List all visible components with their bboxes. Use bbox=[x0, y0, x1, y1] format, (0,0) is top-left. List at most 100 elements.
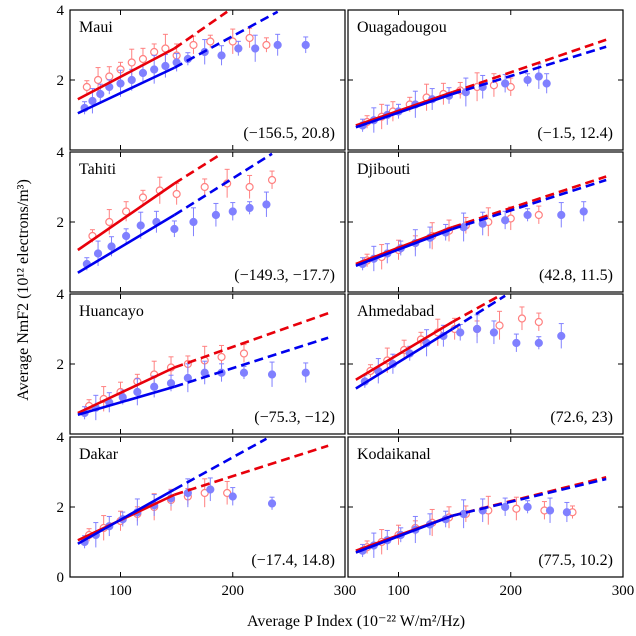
blue-fit-dashed bbox=[173, 152, 273, 217]
blue-fit-solid bbox=[355, 514, 453, 554]
blue-point bbox=[262, 200, 271, 209]
red-fit-dashed bbox=[173, 312, 329, 369]
y-tick-label: 4 bbox=[57, 145, 65, 161]
red-fit-dashed bbox=[451, 294, 501, 324]
red-point bbox=[105, 217, 114, 227]
blue-point bbox=[93, 249, 103, 258]
blue-point bbox=[501, 502, 510, 512]
panel-coordinates: (−17.4, 14.8) bbox=[251, 552, 335, 569]
red-fit-solid bbox=[355, 91, 453, 127]
panel-coordinates: (72.6, 23) bbox=[550, 409, 613, 426]
blue-point bbox=[161, 61, 170, 71]
plot-area bbox=[355, 175, 607, 272]
blue-point bbox=[217, 51, 226, 60]
plot-area bbox=[77, 152, 277, 274]
red-fit-solid bbox=[77, 47, 175, 101]
x-tick-label: 100 bbox=[109, 583, 132, 599]
panel-djibouti: Djibouti (42.8, 11.5) bbox=[347, 151, 624, 293]
blue-fit-dashed bbox=[452, 477, 607, 518]
blue-point bbox=[557, 210, 566, 220]
panel-title: Ahmedabad bbox=[357, 303, 434, 320]
red-fit-dashed bbox=[173, 152, 223, 185]
blue-point bbox=[127, 75, 136, 85]
red-point bbox=[534, 317, 543, 327]
x-tick-label: 100 bbox=[387, 583, 410, 599]
panel-title: Djibouti bbox=[357, 161, 411, 178]
blue-fit-solid bbox=[77, 213, 176, 274]
red-point bbox=[138, 193, 148, 202]
red-fit-dashed bbox=[452, 475, 607, 518]
red-point bbox=[239, 349, 249, 358]
red-point bbox=[82, 82, 91, 92]
red-fit-dashed bbox=[173, 10, 228, 50]
blue-point bbox=[501, 216, 510, 225]
blue-point bbox=[107, 242, 116, 251]
red-point bbox=[217, 352, 226, 362]
blue-point bbox=[228, 207, 237, 216]
red-point bbox=[200, 182, 209, 192]
red-point bbox=[517, 314, 527, 323]
red-point bbox=[245, 33, 254, 43]
blue-point bbox=[234, 44, 243, 53]
x-tick-label: 200 bbox=[222, 583, 245, 599]
panel-title: Ouagadougou bbox=[357, 19, 447, 36]
blue-point bbox=[138, 68, 148, 78]
plot-area bbox=[77, 437, 329, 549]
red-fit-solid bbox=[77, 182, 176, 252]
blue-point bbox=[562, 508, 571, 517]
panel-title: Kodaikanal bbox=[357, 446, 431, 463]
red-point bbox=[489, 81, 499, 90]
blue-point bbox=[273, 40, 282, 50]
red-fit-dashed bbox=[173, 444, 329, 496]
red-point bbox=[262, 40, 271, 50]
blue-point bbox=[456, 328, 465, 337]
blue-fit-solid bbox=[77, 385, 175, 416]
blue-point bbox=[206, 485, 215, 494]
x-tick-label: 300 bbox=[612, 583, 635, 599]
red-point bbox=[122, 207, 131, 216]
panel-dakar: Dakar (−17.4, 14.8) 0 2 4 100 200 300 bbox=[57, 430, 357, 599]
plot-area bbox=[355, 475, 607, 558]
blue-point bbox=[228, 492, 237, 501]
panel-coordinates: (−1.5, 12.4) bbox=[537, 125, 613, 142]
red-fit-solid bbox=[355, 226, 453, 266]
plot-area bbox=[355, 38, 607, 133]
blue-point bbox=[170, 224, 179, 234]
blue-point bbox=[189, 217, 198, 227]
panel-title: Huancayo bbox=[79, 303, 144, 320]
blue-fit-solid bbox=[77, 488, 176, 545]
blue-point bbox=[133, 387, 142, 397]
blue-fit-dashed bbox=[173, 336, 329, 388]
blue-point bbox=[501, 79, 510, 88]
blue-fit-solid bbox=[355, 92, 453, 129]
blue-point bbox=[545, 506, 555, 515]
panel-title: Maui bbox=[79, 19, 113, 36]
blue-point bbox=[301, 40, 310, 50]
y-tick-label: 2 bbox=[57, 73, 65, 89]
blue-point bbox=[557, 331, 566, 341]
red-point bbox=[172, 189, 181, 199]
blue-point bbox=[245, 203, 254, 213]
blue-point bbox=[150, 65, 159, 74]
panel-coordinates: (77.5, 10.2) bbox=[538, 552, 613, 569]
blue-point bbox=[116, 79, 125, 88]
blue-fit-dashed bbox=[173, 10, 279, 69]
red-point bbox=[189, 40, 198, 50]
x-axis-title: Average P Index (10⁻²² W/m²/Hz) bbox=[247, 613, 465, 630]
blue-fit-solid bbox=[355, 327, 454, 390]
blue-point bbox=[239, 368, 249, 377]
blue-fit-solid bbox=[355, 227, 453, 267]
y-axis-title: Average NmF2 (10¹² electrons/m³) bbox=[15, 179, 32, 401]
red-point bbox=[206, 37, 215, 46]
red-point bbox=[495, 321, 504, 330]
blue-point bbox=[96, 89, 105, 99]
blue-point bbox=[534, 338, 543, 348]
panel-tahiti: Tahiti (−149.3, −17.7) 2 4 bbox=[57, 145, 346, 293]
panel-coordinates: (−149.3, −17.7) bbox=[234, 267, 335, 284]
blue-point bbox=[489, 328, 499, 337]
red-point bbox=[138, 54, 148, 64]
blue-fit-dashed bbox=[451, 294, 506, 331]
blue-fit-dashed bbox=[451, 178, 607, 231]
panel-ahmedabad: Ahmedabad (72.6, 23) bbox=[347, 293, 624, 435]
